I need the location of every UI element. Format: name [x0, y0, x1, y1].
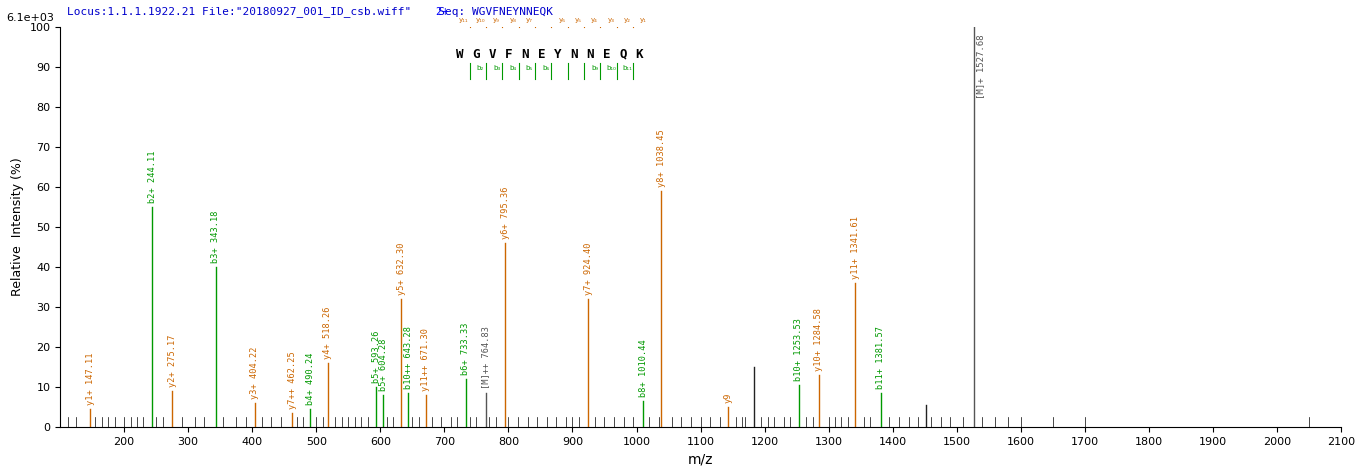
Text: y₉: y₉ — [493, 17, 500, 23]
Text: y10+ 1284.58: y10+ 1284.58 — [814, 308, 823, 371]
X-axis label: m/z: m/z — [688, 452, 714, 466]
Text: y5+ 632.30: y5+ 632.30 — [396, 242, 406, 295]
Text: b₁₀: b₁₀ — [606, 65, 616, 71]
Text: E: E — [603, 48, 610, 61]
Text: b₅: b₅ — [526, 65, 533, 71]
Text: b₄: b₄ — [509, 65, 516, 71]
Text: b₂: b₂ — [477, 65, 484, 71]
Text: y11++ 671.30: y11++ 671.30 — [421, 328, 430, 391]
Text: Locus:1.1.1.1922.21 File:"20180927_001_ID_csb.wiff"    Seq: WGVFNEYNNEQK: Locus:1.1.1.1922.21 File:"20180927_001_I… — [67, 6, 553, 17]
Text: y₄: y₄ — [591, 17, 598, 23]
Text: b5+ 593.26: b5+ 593.26 — [372, 330, 380, 383]
Text: N: N — [571, 48, 577, 61]
Text: [M]++ 764.83: [M]++ 764.83 — [481, 326, 490, 389]
Text: b11+ 1381.57: b11+ 1381.57 — [876, 326, 885, 389]
Text: E: E — [538, 48, 545, 61]
Text: y9: y9 — [725, 392, 733, 403]
Text: y7++ 462.25: y7++ 462.25 — [287, 351, 297, 409]
Text: b4+ 490.24: b4+ 490.24 — [305, 352, 315, 405]
Text: y4+ 518.26: y4+ 518.26 — [323, 307, 332, 359]
Text: b₁₁: b₁₁ — [622, 65, 632, 71]
Text: N: N — [587, 48, 594, 61]
Text: b₉: b₉ — [591, 65, 598, 71]
Text: F: F — [505, 48, 512, 61]
Text: y3+ 404.22: y3+ 404.22 — [251, 346, 259, 399]
Text: V: V — [489, 48, 496, 61]
Text: 2+: 2+ — [436, 7, 449, 17]
Text: b2+ 244.11: b2+ 244.11 — [148, 150, 157, 203]
Text: b5+ 604.28: b5+ 604.28 — [379, 338, 388, 391]
Text: b8+ 1010.44: b8+ 1010.44 — [639, 339, 648, 397]
Text: y₆: y₆ — [558, 17, 565, 23]
Text: b₆: b₆ — [542, 65, 549, 71]
Text: y₅: y₅ — [575, 17, 582, 23]
Text: y₁₀: y₁₀ — [475, 17, 485, 23]
Text: y11+ 1341.61: y11+ 1341.61 — [851, 216, 859, 279]
Text: N: N — [522, 48, 528, 61]
Text: y8+ 1038.45: y8+ 1038.45 — [656, 129, 666, 187]
Text: y1+ 147.11: y1+ 147.11 — [86, 352, 95, 405]
Text: [M]+ 1527.68: [M]+ 1527.68 — [977, 35, 985, 99]
Text: y₇: y₇ — [526, 17, 533, 23]
Text: b3+ 343.18: b3+ 343.18 — [211, 210, 221, 263]
Text: 6.1e+03: 6.1e+03 — [5, 13, 53, 23]
Text: b₃: b₃ — [493, 65, 500, 71]
Text: b10+ 1253.53: b10+ 1253.53 — [794, 318, 804, 381]
Text: G: G — [473, 48, 479, 61]
Text: y7+ 924.40: y7+ 924.40 — [583, 242, 592, 295]
Y-axis label: Relative  Intensity (%): Relative Intensity (%) — [11, 158, 23, 296]
Text: b10++ 643.28: b10++ 643.28 — [403, 326, 413, 389]
Text: Y: Y — [554, 48, 561, 61]
Text: y₈: y₈ — [509, 17, 516, 23]
Text: y₁₁: y₁₁ — [459, 17, 469, 23]
Text: y₁: y₁ — [640, 17, 647, 23]
Text: Q: Q — [620, 48, 627, 61]
Text: b6+ 733.33: b6+ 733.33 — [462, 322, 470, 375]
Text: W: W — [456, 48, 463, 61]
Text: K: K — [636, 48, 643, 61]
Text: y₃: y₃ — [607, 17, 614, 23]
Text: y6+ 795.36: y6+ 795.36 — [501, 186, 509, 239]
Text: y₂: y₂ — [624, 17, 631, 23]
Text: y2+ 275.17: y2+ 275.17 — [168, 334, 177, 387]
